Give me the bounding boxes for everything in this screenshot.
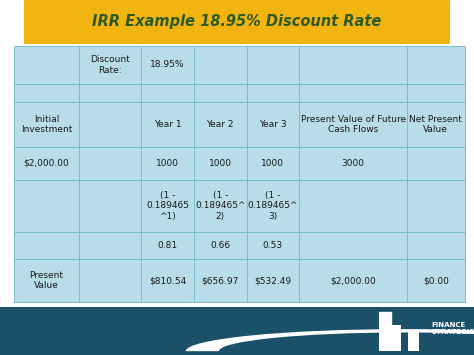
Bar: [14, 260, 79, 302]
Text: Year 3: Year 3: [259, 120, 287, 129]
Bar: [141, 232, 194, 260]
Bar: [141, 46, 194, 83]
Bar: [14, 232, 79, 260]
Bar: [246, 83, 299, 102]
Bar: [79, 260, 141, 302]
Bar: [14, 102, 79, 147]
Text: Net Present
Value: Net Present Value: [410, 115, 462, 134]
Text: FINANCE
STRATEGISTS: FINANCE STRATEGISTS: [431, 322, 474, 335]
Bar: [79, 83, 141, 102]
Bar: [299, 46, 407, 83]
Bar: [79, 102, 141, 147]
Bar: [79, 147, 141, 180]
Bar: [194, 232, 246, 260]
Bar: [408, 332, 419, 351]
Bar: [194, 260, 246, 302]
Text: $656.97: $656.97: [201, 276, 239, 285]
Text: Initial
Investment: Initial Investment: [21, 115, 72, 134]
Bar: [246, 260, 299, 302]
Bar: [194, 147, 246, 180]
Text: IRR Example 18.95% Discount Rate: IRR Example 18.95% Discount Rate: [92, 14, 382, 29]
Bar: [246, 232, 299, 260]
Wedge shape: [186, 329, 474, 351]
Bar: [14, 46, 79, 83]
Bar: [79, 46, 141, 83]
Bar: [194, 102, 246, 147]
Bar: [141, 180, 194, 232]
Text: 1000: 1000: [156, 159, 179, 168]
Bar: [299, 232, 407, 260]
Bar: [141, 260, 194, 302]
Text: (1 -
0.189465
^1): (1 - 0.189465 ^1): [146, 191, 189, 220]
Bar: [407, 102, 465, 147]
Text: $532.49: $532.49: [255, 276, 292, 285]
Bar: [299, 147, 407, 180]
Text: Year 1: Year 1: [154, 120, 182, 129]
Bar: [194, 46, 246, 83]
Bar: [407, 46, 465, 83]
Bar: [14, 147, 79, 180]
Bar: [141, 147, 194, 180]
Bar: [194, 180, 246, 232]
Bar: [246, 46, 299, 83]
Text: 0.81: 0.81: [157, 241, 178, 250]
Bar: [299, 83, 407, 102]
Text: Year 2: Year 2: [207, 120, 234, 129]
Text: Present
Value: Present Value: [29, 271, 64, 290]
Text: $2,000.00: $2,000.00: [330, 276, 376, 285]
Text: 18.95%: 18.95%: [150, 60, 185, 69]
Text: 0.53: 0.53: [263, 241, 283, 250]
Bar: [246, 147, 299, 180]
Bar: [391, 325, 401, 351]
Bar: [79, 180, 141, 232]
Bar: [246, 180, 299, 232]
Bar: [246, 102, 299, 147]
Text: $0.00: $0.00: [423, 276, 449, 285]
Bar: [299, 102, 407, 147]
Text: 1000: 1000: [209, 159, 232, 168]
Text: 0.66: 0.66: [210, 241, 230, 250]
Text: 3000: 3000: [342, 159, 365, 168]
Bar: [299, 260, 407, 302]
Bar: [194, 83, 246, 102]
Text: $2,000.00: $2,000.00: [24, 159, 69, 168]
Bar: [407, 260, 465, 302]
Text: (1 -
0.189465^
2): (1 - 0.189465^ 2): [195, 191, 246, 220]
Text: Present Value of Future
Cash Flows: Present Value of Future Cash Flows: [301, 115, 406, 134]
Text: (1 -
0.189465^
3): (1 - 0.189465^ 3): [247, 191, 298, 220]
Bar: [407, 147, 465, 180]
Bar: [407, 83, 465, 102]
Text: Discount
Rate:: Discount Rate:: [90, 55, 130, 75]
Bar: [379, 312, 391, 351]
Polygon shape: [379, 312, 391, 325]
Bar: [299, 180, 407, 232]
Bar: [407, 232, 465, 260]
FancyBboxPatch shape: [7, 0, 467, 44]
Bar: [141, 83, 194, 102]
Bar: [79, 232, 141, 260]
Bar: [407, 180, 465, 232]
Text: $810.54: $810.54: [149, 276, 186, 285]
Bar: [14, 180, 79, 232]
Bar: [141, 102, 194, 147]
Text: 1000: 1000: [261, 159, 284, 168]
Bar: [14, 83, 79, 102]
